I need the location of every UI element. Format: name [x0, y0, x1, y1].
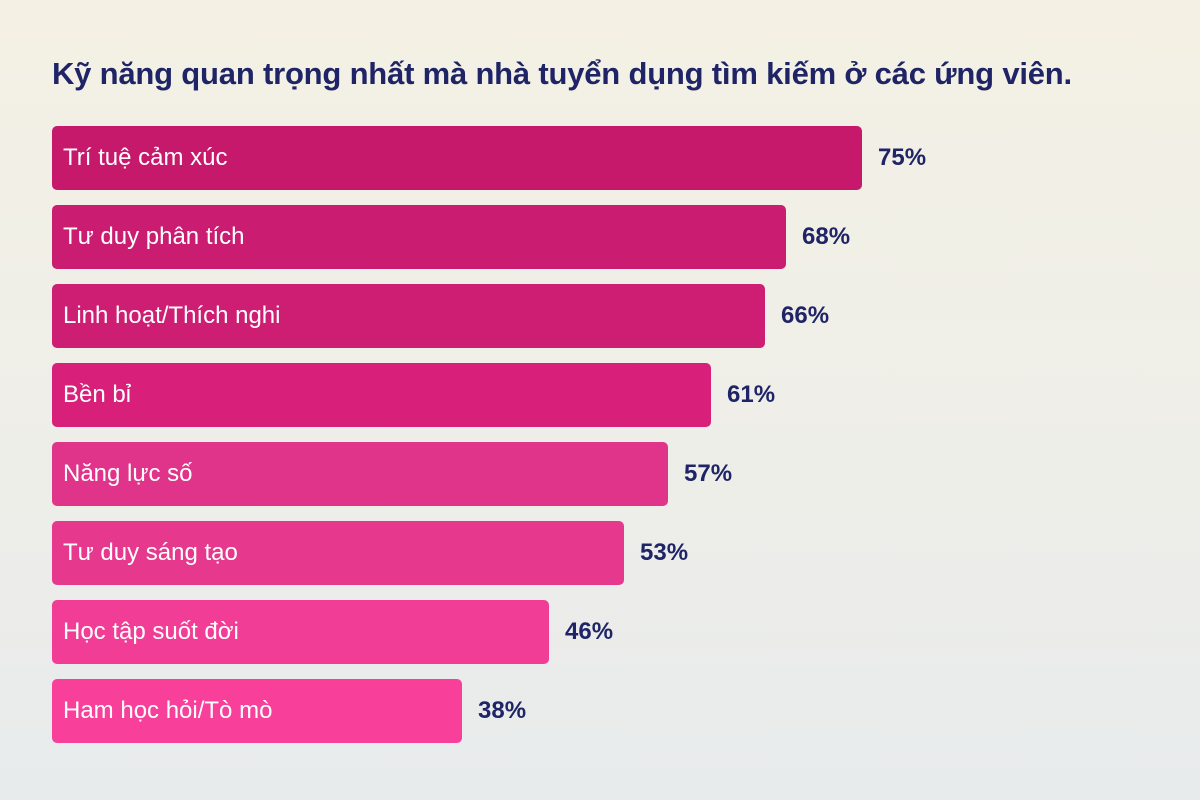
category-label: Tư duy phân tích — [63, 223, 245, 250]
value-label: 68% — [802, 223, 851, 250]
bar — [52, 521, 624, 585]
value-label: 61% — [727, 381, 776, 408]
category-label: Linh hoạt/Thích nghi — [63, 302, 281, 329]
value-label: 46% — [565, 618, 614, 645]
value-label: 38% — [478, 697, 527, 724]
category-label: Ham học hỏi/Tò mò — [63, 697, 273, 724]
bar — [52, 442, 668, 506]
bar — [52, 363, 711, 427]
category-label: Trí tuệ cảm xúc — [63, 144, 228, 171]
value-label: 66% — [781, 302, 830, 329]
value-label: 53% — [640, 539, 689, 566]
chart-title: Kỹ năng quan trọng nhất mà nhà tuyển dụn… — [52, 56, 1072, 91]
bar — [52, 284, 765, 348]
bar — [52, 126, 862, 190]
value-label: 75% — [878, 144, 927, 171]
value-label: 57% — [684, 460, 733, 487]
category-label: Học tập suốt đời — [63, 618, 239, 645]
category-label: Tư duy sáng tạo — [63, 539, 238, 566]
category-label: Năng lực số — [63, 460, 193, 487]
bar — [52, 205, 786, 269]
category-label: Bền bỉ — [63, 381, 132, 408]
bar — [52, 679, 462, 743]
bar — [52, 600, 549, 664]
